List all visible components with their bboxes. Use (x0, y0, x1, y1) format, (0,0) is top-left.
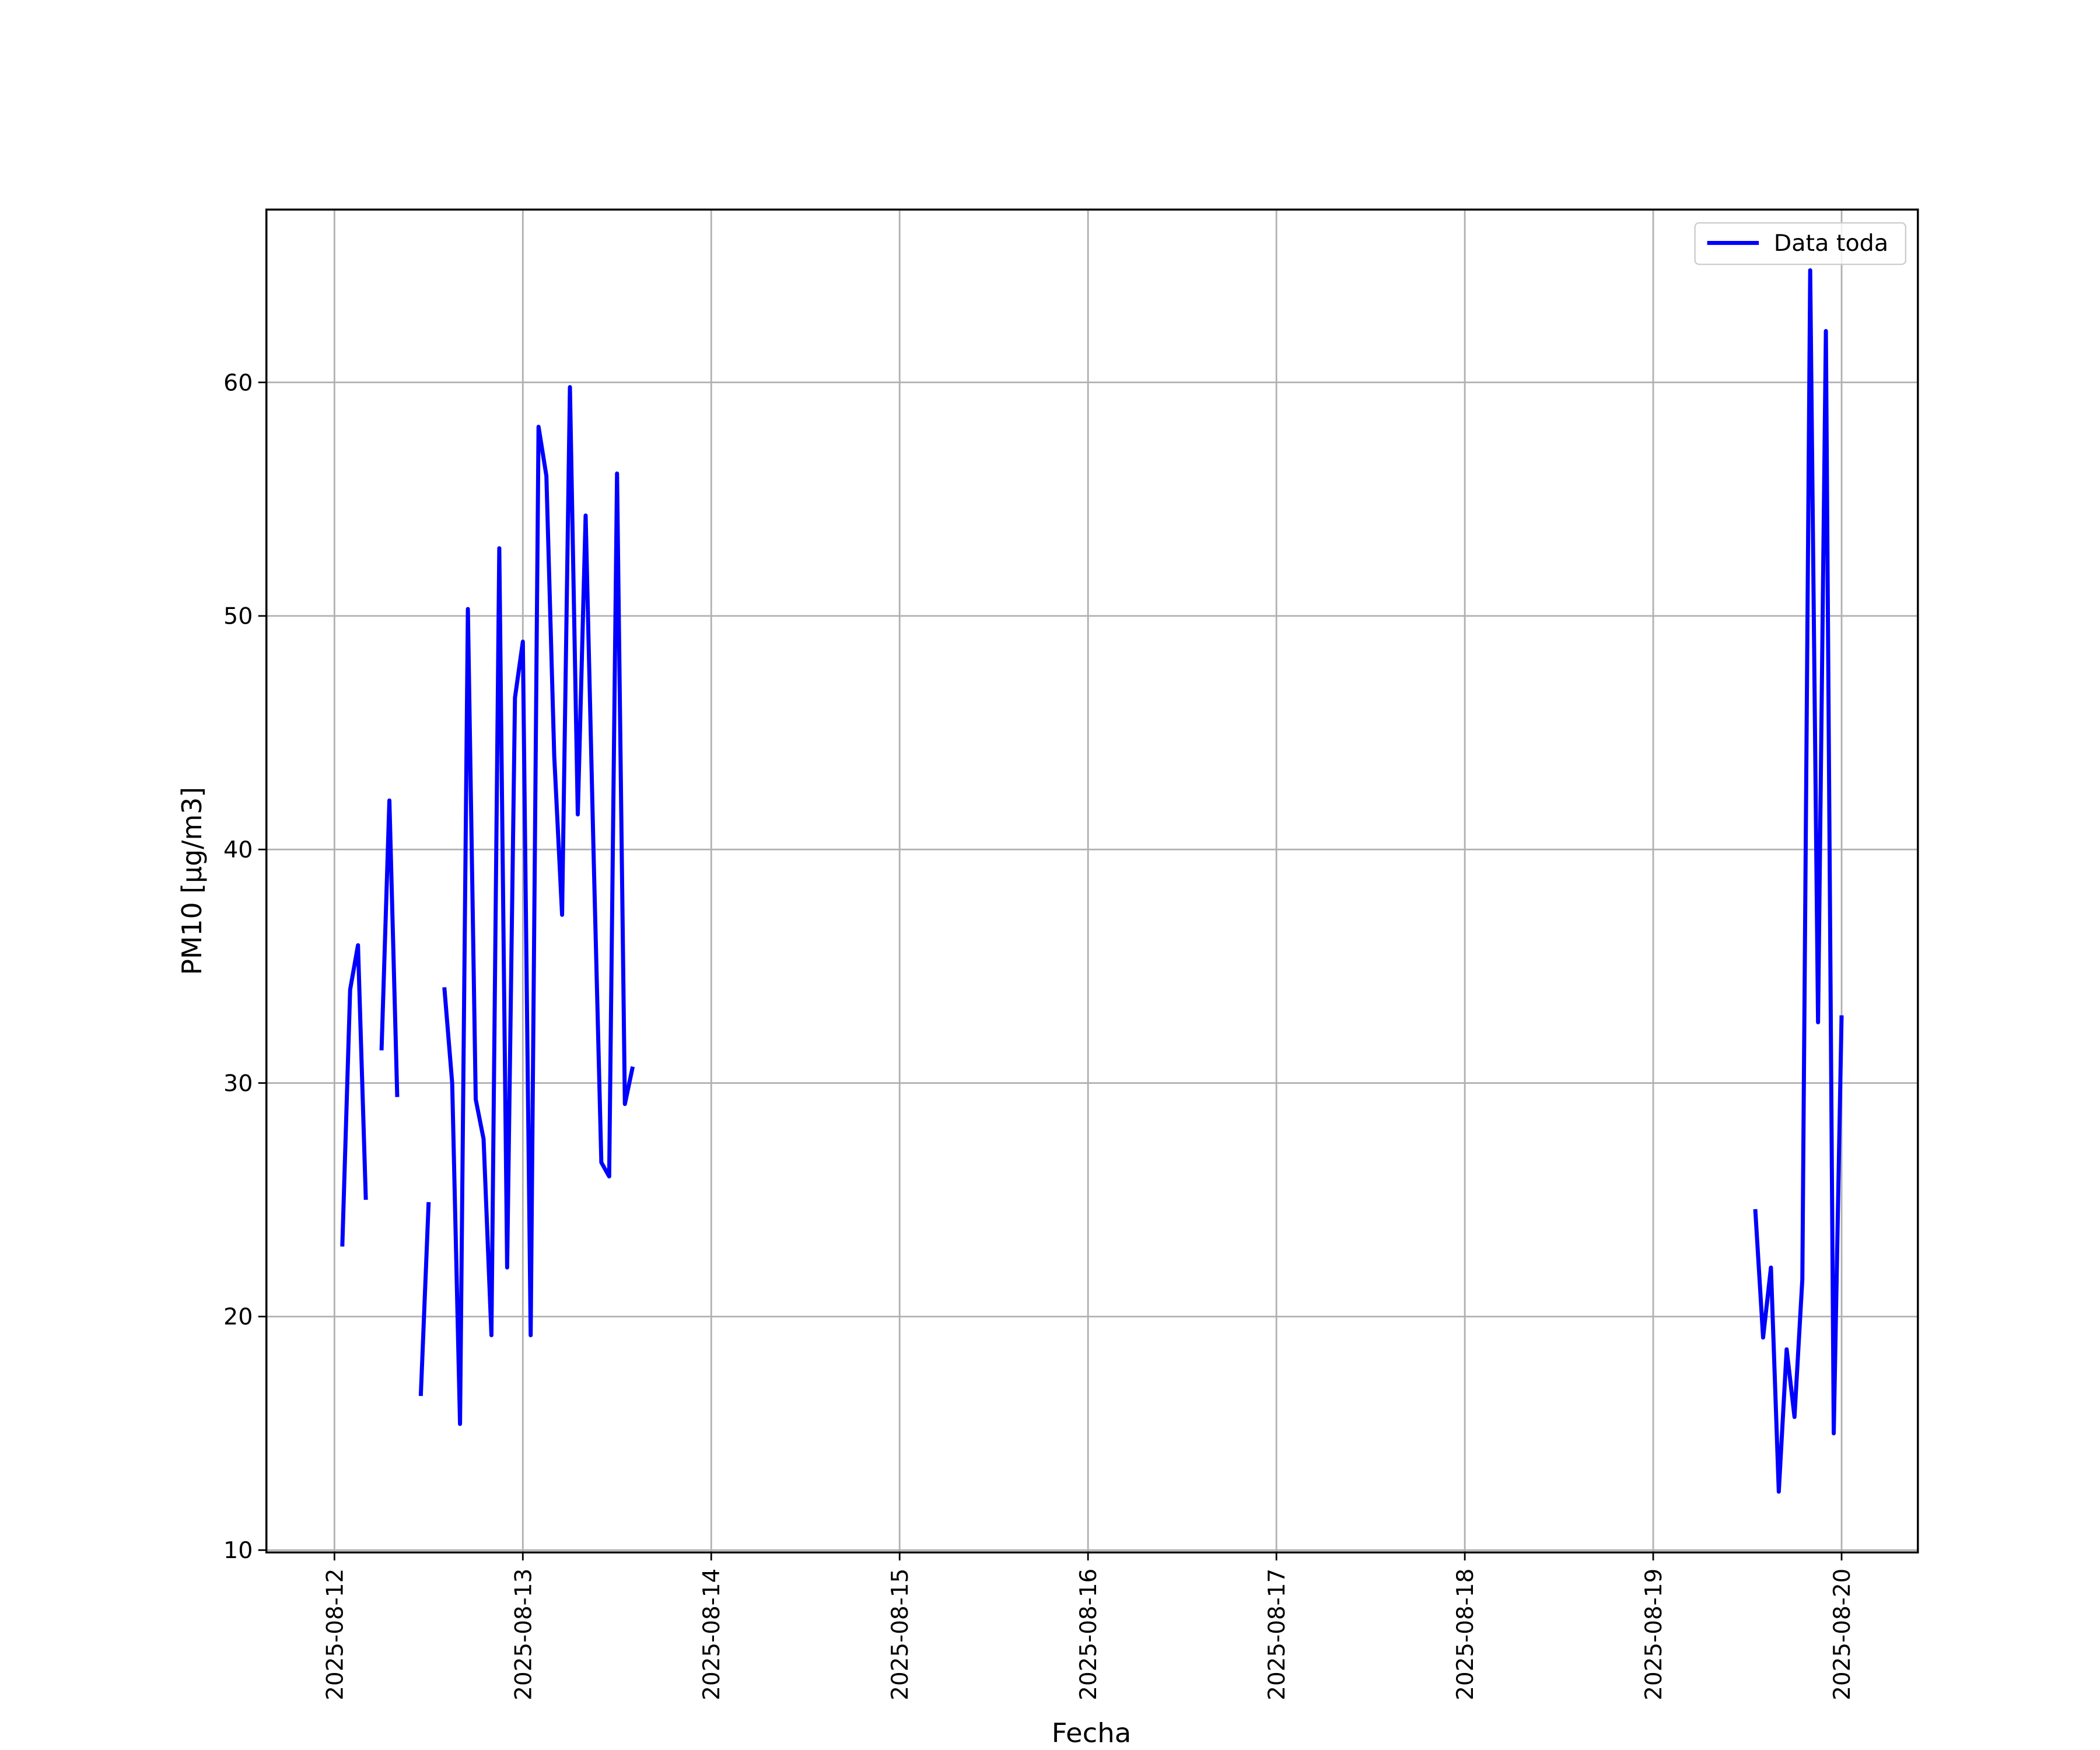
y-tick-label: 30 (223, 1071, 253, 1097)
x-tick-label: 2025-08-20 (1829, 1569, 1856, 1700)
x-tick-label: 2025-08-14 (699, 1569, 725, 1700)
x-axis-label: Fecha (1052, 1717, 1132, 1749)
x-tick-label: 2025-08-16 (1076, 1569, 1102, 1700)
x-tick-label: 2025-08-15 (887, 1569, 914, 1700)
y-tick-label: 50 (223, 604, 253, 630)
data-line (340, 268, 1844, 1494)
x-tick-label: 2025-08-19 (1641, 1569, 1667, 1700)
y-tick-label: 40 (223, 837, 253, 863)
legend-label: Data toda (1774, 231, 1888, 257)
x-tick-label: 2025-08-12 (322, 1569, 348, 1700)
x-tick-label: 2025-08-17 (1264, 1569, 1290, 1700)
plot-frame (265, 208, 1919, 1554)
y-tick-label: 10 (223, 1538, 253, 1564)
x-tick-label: 2025-08-18 (1452, 1569, 1479, 1700)
y-axis-label: PM10 [μg/m3] (176, 787, 207, 975)
y-tick-label: 60 (223, 370, 253, 397)
y-tick-label: 20 (223, 1304, 253, 1331)
legend-box (1694, 222, 1906, 265)
x-tick-label: 2025-08-13 (510, 1569, 537, 1700)
